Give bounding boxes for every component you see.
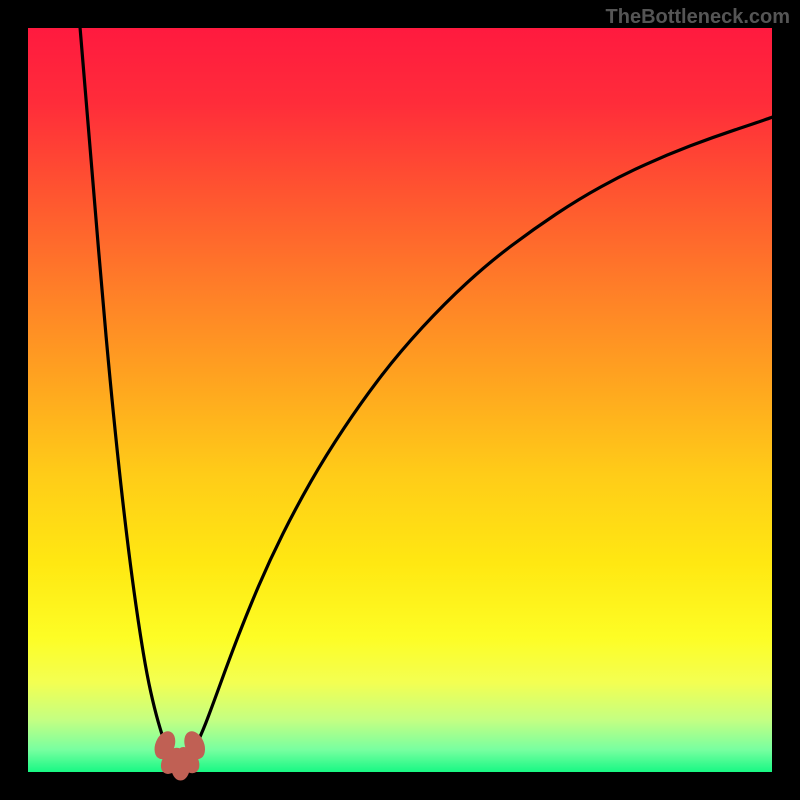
bottleneck-chart: TheBottleneck.com (0, 0, 800, 800)
chart-svg (0, 0, 800, 800)
watermark-text: TheBottleneck.com (606, 6, 790, 29)
plot-background (28, 28, 772, 772)
